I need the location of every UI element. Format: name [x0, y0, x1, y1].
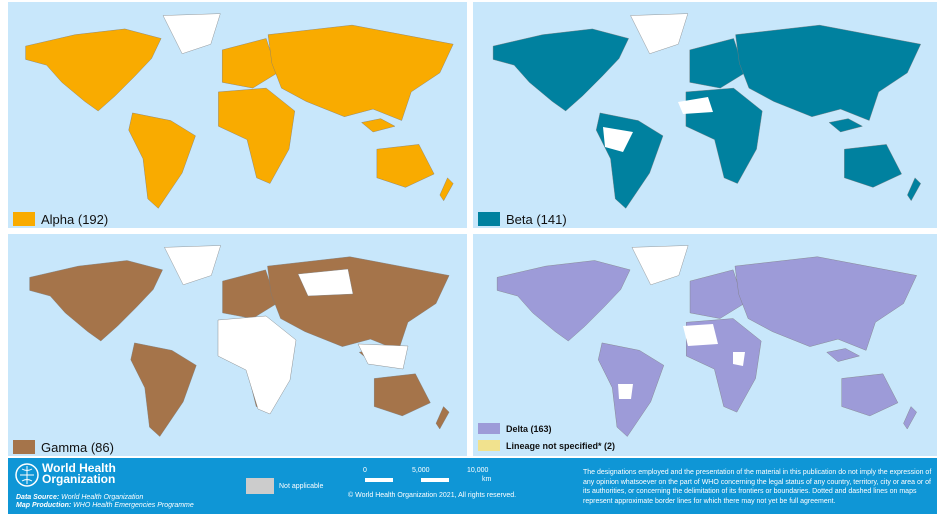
legend-item: Alpha (192): [13, 211, 108, 227]
map-panel: Alpha (192): [8, 2, 467, 228]
legend-label: Lineage not specified* (2): [506, 440, 616, 451]
who-logo: [15, 463, 39, 487]
scale-bar: [365, 478, 479, 482]
legend-item: Lineage not specified* (2): [478, 437, 615, 454]
legend: Alpha (192): [13, 211, 108, 227]
disclaimer: The designations employed and the presen…: [583, 469, 932, 505]
map-production: Map Production: WHO Health Emergencies P…: [16, 502, 194, 509]
legend: Gamma (86): [13, 439, 114, 455]
no-data: [603, 97, 713, 152]
legend-label: Gamma (86): [41, 439, 114, 455]
swatch: [478, 440, 500, 451]
legend-item: Beta (141): [478, 211, 567, 227]
legend-label: Beta (141): [506, 211, 567, 227]
map: [492, 13, 921, 209]
footer: World Health Organization Data Source: Wo…: [8, 458, 937, 514]
no-data: [217, 268, 409, 415]
swatch: [478, 423, 500, 434]
scale-unit: km: [482, 476, 492, 483]
data-source: Data Source: World Health Organization: [16, 494, 144, 501]
swatch: [13, 212, 35, 226]
scale-label: 5,000: [412, 467, 430, 474]
copyright: © World Health Organization 2021, All ri…: [348, 492, 517, 499]
map-panel: Delta (163) Lineage not specified* (2): [473, 234, 937, 456]
legend: Beta (141): [478, 211, 567, 227]
no-data: [618, 324, 745, 399]
legend: Delta (163) Lineage not specified* (2): [478, 420, 615, 454]
map-panel: Beta (141): [473, 2, 937, 228]
legend-item: Gamma (86): [13, 439, 114, 455]
org-name: World Health Organization: [42, 461, 116, 486]
legend-label: Not applicable: [279, 483, 324, 490]
scale-label: 0: [363, 467, 367, 474]
legend-label: Delta (163): [506, 423, 552, 434]
map: [25, 13, 454, 209]
countries: [25, 13, 454, 209]
swatch: [246, 478, 274, 494]
map: [496, 245, 917, 437]
map-panel: Gamma (86): [8, 234, 467, 456]
swatch: [478, 212, 500, 226]
legend-item: Delta (163): [478, 420, 615, 437]
map: [29, 245, 450, 437]
scale-label: 10,000: [467, 467, 489, 474]
legend-label: Alpha (192): [41, 211, 109, 227]
swatch: [13, 440, 35, 454]
